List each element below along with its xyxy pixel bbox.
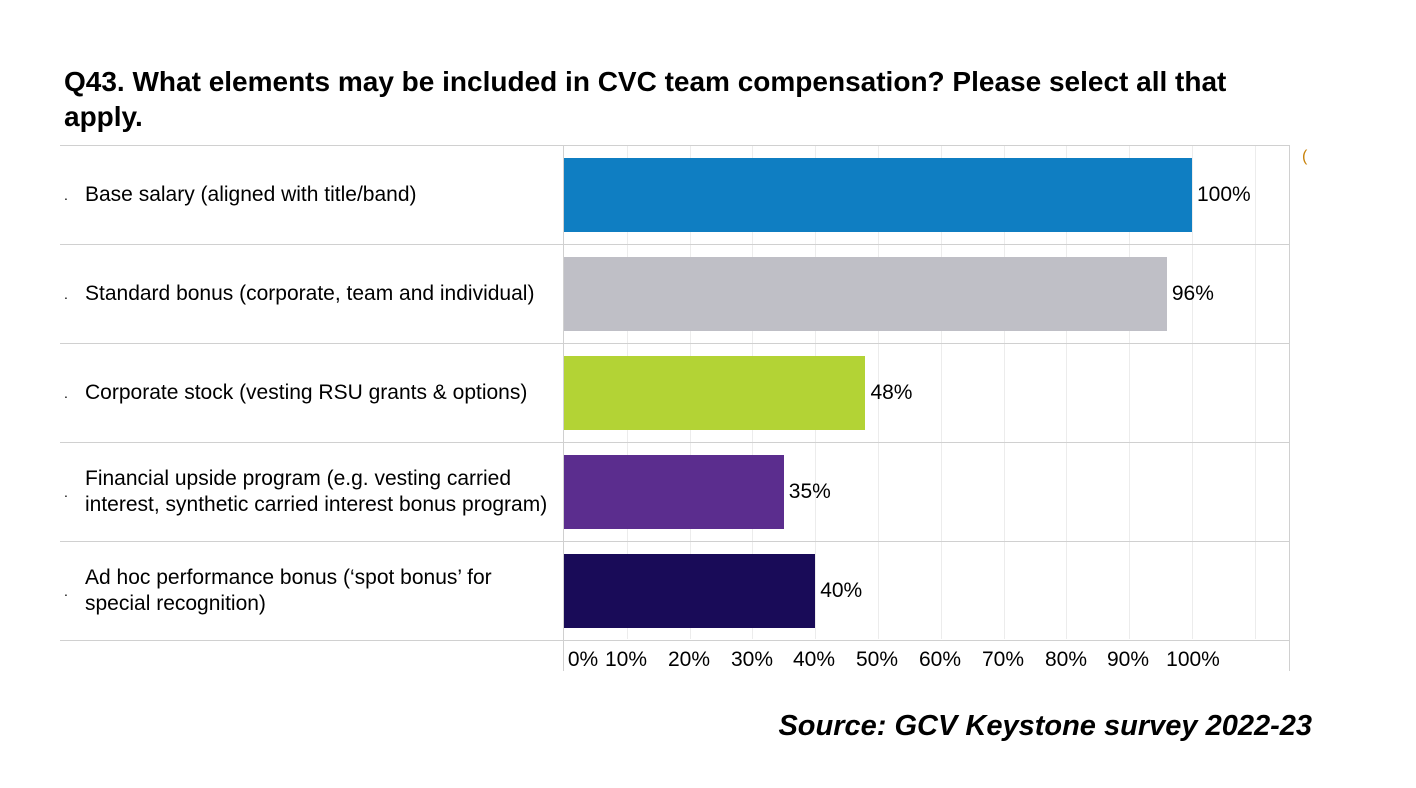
row-separator: [60, 343, 1290, 344]
row-separator: [60, 640, 1290, 641]
category-marker: .: [64, 285, 68, 302]
plot-border-right: [1289, 145, 1290, 671]
x-tick-label: 90%: [1106, 648, 1150, 671]
x-tick-label: 40%: [792, 648, 836, 671]
chart-title: Q43. What elements may be included in CV…: [64, 66, 1227, 132]
bar: [564, 355, 866, 430]
data-label: 35%: [788, 479, 831, 503]
row-separator: [60, 541, 1290, 542]
data-label: 40%: [820, 578, 863, 602]
data-label: 96%: [1171, 281, 1214, 305]
gridline: [1129, 145, 1131, 639]
category-text: Ad hoc performance bonus (‘spot bonus’ f…: [85, 565, 492, 615]
category-axis-line: [563, 145, 564, 671]
bar: [564, 256, 1167, 331]
row-separator: [60, 442, 1290, 443]
category-text: Standard bonus (corporate, team and indi…: [85, 281, 535, 305]
category-text: Financial upside program (e.g. vesting c…: [85, 466, 548, 516]
category-label: . Corporate stock (vesting RSU grants & o…: [64, 343, 554, 442]
x-tick-label: 50%: [855, 648, 899, 671]
gridline: [1066, 145, 1068, 639]
data-label: 48%: [870, 380, 913, 404]
category-marker: .: [64, 582, 68, 599]
bar: [564, 157, 1192, 232]
category-marker: .: [64, 384, 68, 401]
category-text: Corporate stock (vesting RSU grants & op…: [85, 380, 528, 404]
category-label: . Ad hoc performance bonus (‘spot bonus’ …: [64, 541, 554, 640]
gridline: [1003, 145, 1005, 639]
gridline: [878, 145, 879, 639]
gridline: [940, 145, 942, 639]
bar: [564, 454, 784, 529]
x-tick-label: 60%: [918, 648, 962, 671]
x-tick-label: 20%: [667, 648, 711, 671]
x-tick-label: 10%: [604, 648, 648, 671]
x-tick-label: 70%: [981, 648, 1025, 671]
gridline: [1192, 145, 1193, 639]
row-separator: [60, 244, 1290, 245]
category-marker: .: [64, 186, 68, 203]
category-label: . Base salary (aligned with title/band): [64, 145, 554, 244]
x-tick-label: 80%: [1044, 648, 1088, 671]
category-marker: .: [64, 483, 68, 500]
category-text: Base salary (aligned with title/band): [85, 182, 417, 206]
corner-mark: (: [1302, 148, 1308, 165]
category-label: . Standard bonus (corporate, team and ind…: [64, 244, 554, 343]
data-label: 100%: [1197, 182, 1251, 206]
x-tick-label: 30%: [730, 648, 774, 671]
gridline: [1254, 145, 1256, 639]
x-tick-label: 0%: [567, 648, 599, 671]
row-separator: [60, 145, 1290, 146]
x-tick-label: 100%: [1166, 648, 1220, 671]
category-label: . Financial upside program (e.g. vesting …: [64, 442, 554, 541]
source-note: Source: GCV Keystone survey 2022-23: [778, 710, 1312, 742]
bar: [564, 553, 816, 628]
